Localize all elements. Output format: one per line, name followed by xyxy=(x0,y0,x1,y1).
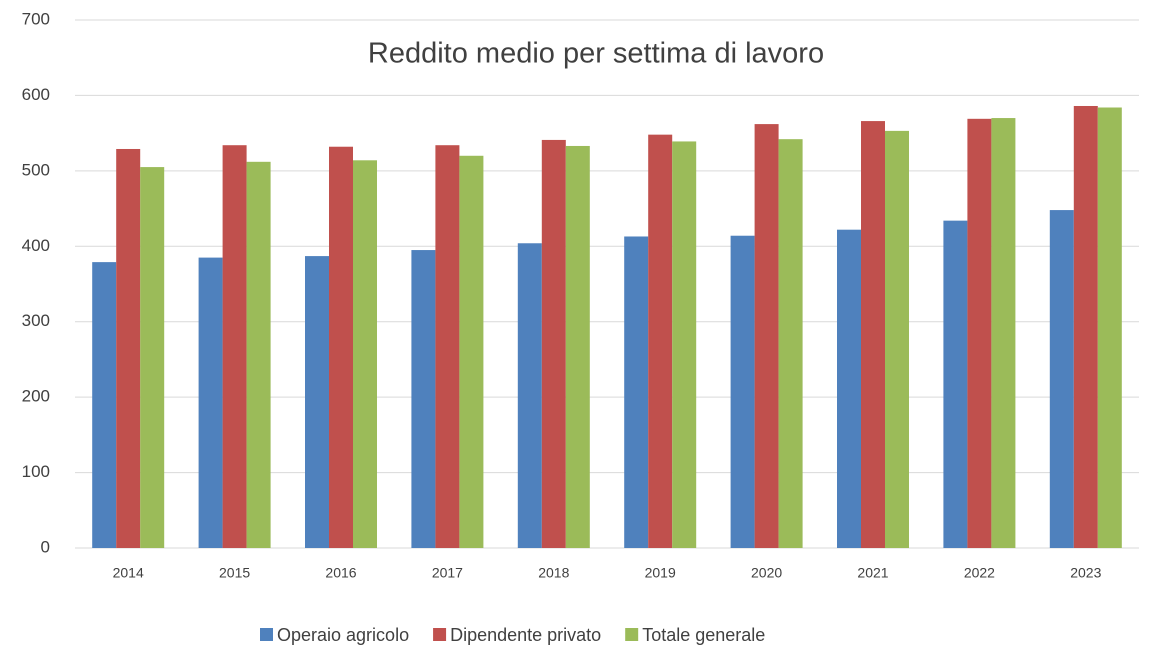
y-tick-label: 500 xyxy=(22,160,50,179)
y-tick-label: 600 xyxy=(22,85,50,104)
y-tick-label: 700 xyxy=(22,9,50,28)
x-tick-label: 2017 xyxy=(432,565,463,581)
legend-swatch xyxy=(260,628,273,641)
bar xyxy=(648,134,673,548)
x-tick-label: 2018 xyxy=(538,565,569,581)
bar xyxy=(885,130,909,548)
bar xyxy=(672,141,697,548)
bar xyxy=(624,236,649,549)
y-tick-label: 400 xyxy=(22,236,50,255)
legend-swatch xyxy=(433,628,447,641)
bar xyxy=(1049,210,1074,548)
bar xyxy=(517,243,542,549)
chart-title: Reddito medio per settima di lavoro xyxy=(368,38,824,70)
bar xyxy=(435,145,460,548)
x-tick-label: 2015 xyxy=(219,565,250,581)
bar xyxy=(861,121,885,549)
bar xyxy=(222,145,247,548)
x-tick-label: 2019 xyxy=(645,565,676,581)
bar xyxy=(943,220,968,548)
x-tick-label: 2014 xyxy=(113,565,144,581)
bar xyxy=(967,118,992,548)
y-tick-label: 100 xyxy=(22,462,50,481)
bar xyxy=(541,139,566,548)
bar xyxy=(116,148,141,549)
bar xyxy=(92,262,117,548)
y-tick-label: 300 xyxy=(22,311,50,330)
legend-label: Totale generale xyxy=(642,625,765,645)
bar xyxy=(837,229,861,549)
bar xyxy=(198,257,223,548)
bar xyxy=(778,139,803,549)
legend-label: Dipendente privato xyxy=(450,625,601,645)
y-tick-label: 0 xyxy=(41,537,50,556)
legend-label: Operaio agricolo xyxy=(277,625,409,645)
bar xyxy=(305,256,329,548)
x-tick-label: 2020 xyxy=(751,565,782,581)
x-tick-label: 2022 xyxy=(964,565,995,581)
x-tick-label: 2021 xyxy=(857,565,888,581)
bar xyxy=(246,161,271,548)
bar xyxy=(329,146,353,548)
bar xyxy=(459,155,484,548)
legend-swatch xyxy=(625,628,639,641)
bar xyxy=(991,118,1016,549)
bar xyxy=(754,124,779,548)
bar xyxy=(411,250,436,549)
bar xyxy=(1073,105,1098,548)
bar xyxy=(353,160,377,548)
x-tick-label: 2023 xyxy=(1070,565,1101,581)
bar xyxy=(1097,107,1122,549)
x-tick-label: 2016 xyxy=(325,565,356,581)
bar xyxy=(565,145,590,549)
bar xyxy=(730,235,755,548)
bar xyxy=(140,167,165,549)
y-tick-label: 200 xyxy=(22,387,50,406)
